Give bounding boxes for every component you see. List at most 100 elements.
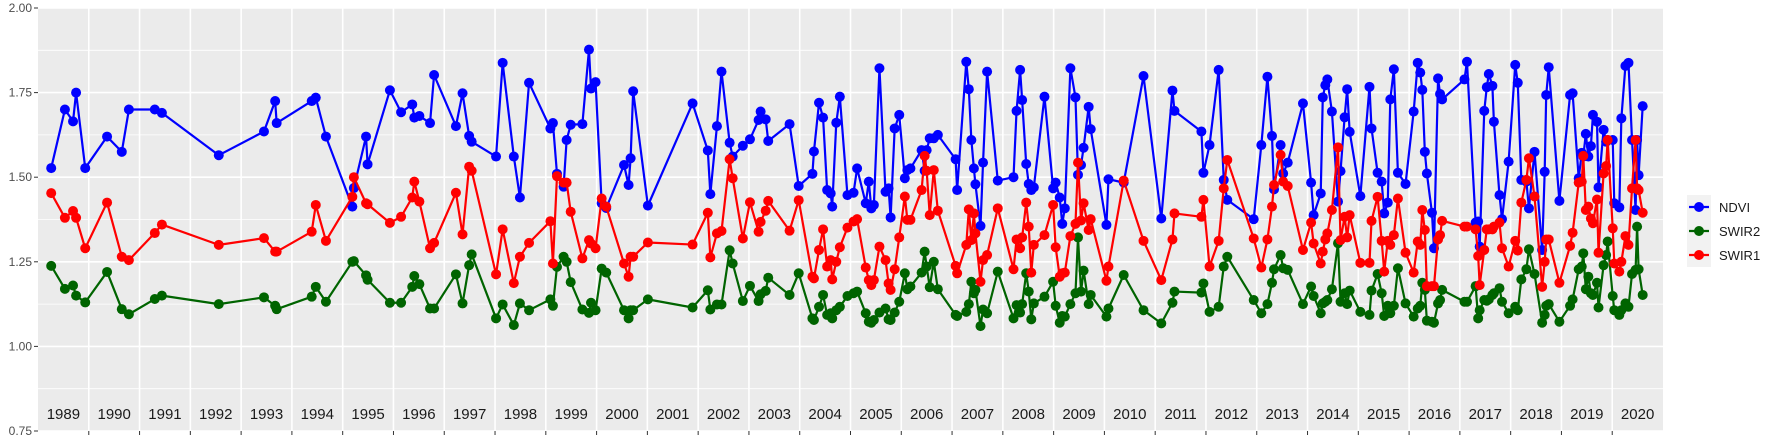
y-tick-label: 1.25 xyxy=(9,255,33,269)
swir2-point xyxy=(724,245,735,256)
swir2-point xyxy=(1601,250,1612,261)
swir1-point xyxy=(831,256,842,267)
swir1-point xyxy=(1473,251,1484,262)
swir1-point xyxy=(524,237,535,248)
swir2-point xyxy=(1539,309,1550,320)
ndvi-point xyxy=(1282,157,1293,168)
swir1-point xyxy=(687,239,698,250)
swir2-point xyxy=(271,304,282,315)
series-layer xyxy=(46,44,1648,332)
swir1-point xyxy=(1616,256,1627,267)
ndvi-point xyxy=(755,106,766,117)
swir2-point xyxy=(1529,268,1540,279)
swir1-point xyxy=(1497,243,1508,254)
swir1-point xyxy=(1510,235,1521,246)
swir2-point xyxy=(921,261,932,272)
swir1-point xyxy=(1537,281,1548,292)
legend-key-ndvi-point xyxy=(1694,202,1704,212)
swir1-point xyxy=(590,243,601,254)
ndvi-point xyxy=(102,131,113,142)
swir1-point xyxy=(491,269,502,280)
swir2-point xyxy=(586,297,597,308)
swir2-point xyxy=(1473,313,1484,324)
ndvi-point xyxy=(705,189,716,200)
ndvi-point xyxy=(68,116,79,127)
swir1-point xyxy=(466,165,477,176)
swir1-point xyxy=(362,199,373,210)
ndvi-point xyxy=(1541,89,1552,100)
ndvi-point xyxy=(1317,92,1328,103)
swir1-point xyxy=(834,242,845,253)
ndvi-point xyxy=(1400,178,1411,189)
swir1-point xyxy=(348,172,359,183)
ndvi-point xyxy=(1103,174,1114,185)
ndvi-point xyxy=(642,200,653,211)
ndvi-point xyxy=(1543,62,1554,73)
ndvi-point xyxy=(628,86,639,97)
swir1-point xyxy=(384,217,395,228)
ndvi-point xyxy=(123,104,134,115)
swir2-point xyxy=(1494,283,1505,294)
swir2-point xyxy=(1118,269,1129,280)
ndvi-point xyxy=(1488,116,1499,127)
swir1-point xyxy=(1435,230,1446,241)
swir1-point xyxy=(1282,180,1293,191)
ndvi-point xyxy=(1156,213,1167,224)
swir2-point xyxy=(1275,250,1286,261)
swir2-point xyxy=(310,281,321,292)
ndvi-point xyxy=(1028,182,1039,193)
swir1-point xyxy=(450,187,461,198)
swir2-point xyxy=(1256,308,1267,319)
swir1-point xyxy=(149,228,160,239)
ndvi-point xyxy=(1433,73,1444,84)
swir2-point xyxy=(409,271,420,282)
swir2-point xyxy=(827,313,838,324)
ndvi-point xyxy=(524,77,535,88)
ndvi-point xyxy=(1248,214,1259,225)
swir2-point xyxy=(814,301,825,312)
ndvi-point xyxy=(1083,101,1094,112)
ndvi-point xyxy=(1437,94,1448,105)
swir2-point xyxy=(429,303,440,314)
swir1-point xyxy=(577,253,588,264)
ndvi-point xyxy=(863,176,874,187)
ndvi-point xyxy=(1355,191,1366,202)
swir2-point xyxy=(1623,301,1634,312)
ndvi-point xyxy=(1461,56,1472,67)
swir1-point xyxy=(1607,223,1618,234)
year-label: 1996 xyxy=(402,406,435,423)
year-label: 1994 xyxy=(301,406,334,423)
swir1-point xyxy=(970,228,981,239)
swir1-point xyxy=(1269,179,1280,190)
ndvi-point xyxy=(1415,67,1426,78)
swir2-point xyxy=(1583,271,1594,282)
swir1-point xyxy=(737,233,748,244)
year-label: 2008 xyxy=(1012,406,1045,423)
swir2-point xyxy=(1101,311,1112,322)
ndvi-point xyxy=(583,44,594,55)
swir1-point xyxy=(894,232,905,243)
ndvi-point xyxy=(982,66,993,77)
ndvi-point xyxy=(1523,203,1534,214)
ndvi-point xyxy=(899,173,910,184)
swir1-point xyxy=(1602,134,1613,145)
swir1-point xyxy=(547,258,558,269)
ndvi-point xyxy=(1591,116,1602,127)
swir1-point xyxy=(1017,232,1028,243)
year-label: 1999 xyxy=(555,406,588,423)
swir1-point xyxy=(1623,239,1634,250)
swir2-point xyxy=(1322,295,1333,306)
swir2-point xyxy=(1248,295,1259,306)
year-label: 2014 xyxy=(1316,406,1349,423)
ndvi-point xyxy=(213,150,224,161)
swir1-point xyxy=(808,273,819,284)
ndvi-point xyxy=(992,175,1003,186)
swir1-point xyxy=(1637,207,1648,218)
swir2-point xyxy=(457,298,468,309)
swir2-point xyxy=(123,309,134,320)
swir1-point xyxy=(1428,281,1439,292)
ndvi-point xyxy=(270,96,281,107)
ndvi-point xyxy=(1213,64,1224,75)
ndvi-point xyxy=(1057,218,1068,229)
swir1-point xyxy=(1512,245,1523,256)
